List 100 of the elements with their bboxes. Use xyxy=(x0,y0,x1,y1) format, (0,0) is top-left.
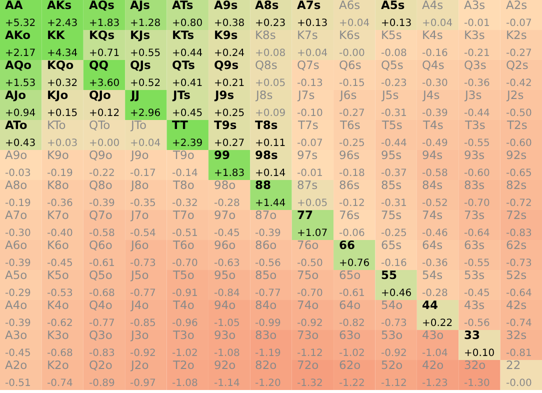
data-label: +0.38 xyxy=(214,18,245,29)
data-label: -0.91 xyxy=(172,288,198,299)
data-label: -0.39 xyxy=(89,198,115,209)
annotation: K7s xyxy=(297,28,318,42)
data-label: -1.19 xyxy=(255,348,281,359)
annotation: A4s xyxy=(422,0,444,12)
data-label: +2.39 xyxy=(172,138,203,149)
data-label: -0.46 xyxy=(422,228,448,239)
data-label: -0.70 xyxy=(297,288,323,299)
annotation: K8o xyxy=(47,178,69,192)
data-label: -0.64 xyxy=(464,228,490,239)
data-label: -0.01 xyxy=(297,168,323,179)
annotation: J7s xyxy=(297,88,315,102)
data-label: -0.07 xyxy=(506,18,532,29)
data-label: +0.71 xyxy=(89,48,120,59)
data-label: -0.06 xyxy=(339,228,365,239)
data-label: -0.28 xyxy=(422,288,448,299)
data-label: -0.36 xyxy=(422,258,448,269)
data-label: -0.36 xyxy=(464,78,490,89)
data-label: +0.76 xyxy=(339,258,370,269)
annotation: QTo xyxy=(89,118,110,132)
annotation: AKs xyxy=(47,0,72,12)
data-label: -0.21 xyxy=(464,48,490,59)
annotation: Q3s xyxy=(464,58,486,72)
annotation: 55 xyxy=(381,268,398,282)
annotation: J4o xyxy=(130,298,149,312)
data-label: -0.58 xyxy=(89,228,115,239)
annotation: AKo xyxy=(5,28,31,42)
data-label: -0.49 xyxy=(422,138,448,149)
data-label: -1.08 xyxy=(172,378,198,389)
data-label: +0.12 xyxy=(89,108,120,119)
annotation: 74o xyxy=(297,298,319,312)
data-label: -0.44 xyxy=(381,138,407,149)
annotation: 65o xyxy=(339,268,361,282)
annotation: K2o xyxy=(47,358,69,372)
annotation: 83s xyxy=(464,178,485,192)
data-label: -0.82 xyxy=(339,318,365,329)
data-label: +1.53 xyxy=(5,78,36,89)
data-label: -0.12 xyxy=(339,198,365,209)
annotation: J8o xyxy=(130,178,149,192)
data-label: -0.73 xyxy=(381,318,407,329)
data-label: -1.20 xyxy=(255,378,281,389)
annotation: AQo xyxy=(5,58,32,72)
data-label: -0.64 xyxy=(506,288,532,299)
annotation: A7s xyxy=(297,0,321,12)
data-label: -0.60 xyxy=(506,138,532,149)
data-label: -0.55 xyxy=(464,138,490,149)
annotation: 82o xyxy=(255,358,277,372)
annotation: J5s xyxy=(381,88,399,102)
annotation: 76s xyxy=(339,208,360,222)
data-label: +0.11 xyxy=(255,138,286,149)
data-label: -0.30 xyxy=(422,78,448,89)
data-label: +0.04 xyxy=(297,48,328,59)
annotation: T5o xyxy=(172,268,194,282)
data-label: -0.77 xyxy=(255,288,281,299)
annotation: K6s xyxy=(339,28,360,42)
annotation: 76o xyxy=(297,238,319,252)
data-label: -0.77 xyxy=(130,288,156,299)
annotation: A3s xyxy=(464,0,486,12)
data-label: -0.14 xyxy=(172,168,198,179)
data-label: -0.03 xyxy=(5,168,31,179)
data-label: -0.07 xyxy=(297,138,323,149)
data-label: +1.28 xyxy=(130,18,161,29)
annotation: JTs xyxy=(172,88,191,102)
data-label: +0.27 xyxy=(214,138,245,149)
annotation: J5o xyxy=(130,268,149,282)
annotation: T5s xyxy=(381,118,402,132)
data-label: -0.45 xyxy=(214,228,240,239)
data-label: -0.00 xyxy=(339,48,365,59)
annotation: T7s xyxy=(297,118,318,132)
data-label: -0.25 xyxy=(381,228,407,239)
annotation: Q2o xyxy=(89,358,112,372)
annotation: 53s xyxy=(464,268,485,282)
data-label: +0.04 xyxy=(422,18,453,29)
annotation: A4o xyxy=(5,298,28,312)
data-label: -0.27 xyxy=(506,48,532,59)
data-label: -0.70 xyxy=(464,198,490,209)
data-label: -0.42 xyxy=(506,78,532,89)
annotation: A6s xyxy=(339,0,360,12)
annotation: 53o xyxy=(381,328,403,342)
annotation: 94s xyxy=(422,148,443,162)
annotation: JTo xyxy=(130,118,146,132)
data-label: -0.74 xyxy=(47,378,73,389)
data-label: -0.56 xyxy=(255,258,281,269)
data-label: -1.04 xyxy=(422,348,448,359)
annotation: Q5o xyxy=(89,268,112,282)
data-label: +3.60 xyxy=(89,78,120,89)
annotation: 75s xyxy=(381,208,402,222)
annotation: T2o xyxy=(172,358,194,372)
data-label: +0.43 xyxy=(5,138,36,149)
annotation: Q6o xyxy=(89,238,112,252)
annotation: J4s xyxy=(422,88,440,102)
annotation: QTs xyxy=(172,58,196,72)
data-label: -0.44 xyxy=(464,108,490,119)
data-label: -0.28 xyxy=(214,198,240,209)
annotation: A8s xyxy=(255,0,279,12)
data-label: -0.83 xyxy=(506,228,532,239)
annotation: Q9o xyxy=(89,148,112,162)
annotation: KJs xyxy=(130,28,150,42)
data-label: +0.94 xyxy=(5,108,36,119)
